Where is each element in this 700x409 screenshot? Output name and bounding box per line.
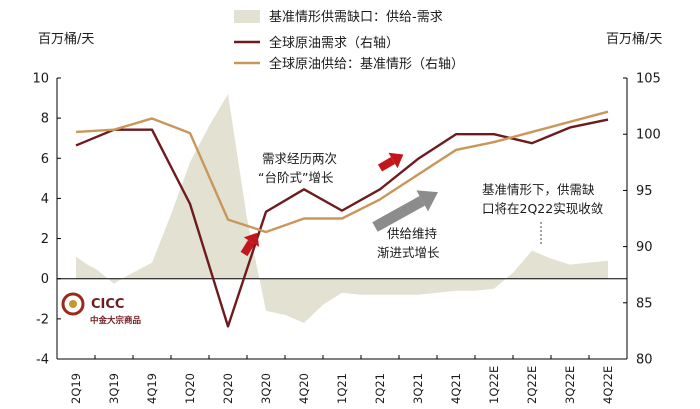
x-tick-label: 4Q22E	[601, 366, 615, 404]
x-tick-label: 2Q22E	[525, 366, 539, 404]
left-tick-label: -2	[36, 312, 49, 327]
red-arrow-icon	[378, 152, 404, 172]
right-tick-label: 95	[636, 184, 653, 199]
left-tick-label: 2	[41, 232, 49, 247]
x-tick-label: 3Q22E	[563, 366, 577, 404]
x-tick-label: 2Q20	[221, 373, 235, 404]
right-tick-label: 80	[636, 353, 653, 368]
annotation-convergence-1: 基准情形下，供需缺	[482, 182, 595, 197]
gray-arrow-icon	[372, 190, 438, 232]
red-arrow-icon	[240, 232, 260, 257]
legend-label-demand: 全球原油需求（右轴）	[269, 35, 399, 51]
left-tick-label: 6	[41, 152, 49, 167]
annotation-demand-1: 需求经历两次	[262, 151, 337, 166]
legend-swatch-gap	[234, 10, 260, 23]
left-tick-label: 0	[41, 272, 49, 287]
logo-mark-icon	[61, 292, 85, 316]
x-tick-label: 2Q21	[373, 373, 387, 404]
annotation-convergence-2: 口将在2Q22实现收敛	[482, 201, 604, 216]
left-tick-label: 10	[32, 72, 49, 87]
x-tick-label: 1Q22E	[487, 366, 501, 404]
annotation-demand-2: “台阶式”增长	[258, 170, 334, 185]
x-tick-label: 3Q21	[411, 373, 425, 404]
legend-label-supply: 全球原油供给：基准情形（右轴）	[269, 56, 464, 72]
logo-text: CICC	[91, 297, 124, 312]
demand-line	[75, 118, 609, 328]
left-tick-label: 8	[41, 112, 49, 127]
legend-label-gap: 基准情形供需缺口：供给-需求	[269, 10, 443, 25]
cicc-logo: CICC 中金大宗商品	[61, 292, 142, 326]
annotations: 需求经历两次 “台阶式”增长 供给维持 渐进式增长 基准情形下，供需缺 口将在2…	[240, 151, 604, 260]
left-tick-label: 4	[41, 192, 49, 207]
right-tick-label: 90	[636, 240, 653, 255]
right-axis-unit: 百万桶/天	[606, 32, 662, 47]
annotation-supply-2: 渐进式增长	[377, 245, 440, 260]
plot-area: 10 8 6 4 2 0 -2 -4 105 100 95 90 85 80 2Q19 3Q19 4Q19 1Q2…	[32, 72, 660, 405]
right-tick-label: 85	[636, 296, 653, 311]
x-tick-label: 4Q19	[145, 373, 159, 404]
left-tick-label: -4	[36, 353, 49, 368]
x-tick-label: 4Q20	[297, 373, 311, 404]
right-tick-label: 100	[636, 128, 661, 143]
right-tick-label: 105	[636, 72, 661, 87]
x-tick-label: 4Q21	[449, 373, 463, 404]
left-axis-unit: 百万桶/天	[38, 32, 94, 47]
annotation-supply-1: 供给维持	[387, 226, 437, 241]
legend: 基准情形供需缺口：供给-需求 全球原油需求（右轴） 全球原油供给：基准情形（右轴…	[234, 10, 464, 72]
logo-subtext: 中金大宗商品	[90, 315, 142, 326]
x-tick-label: 2Q19	[69, 373, 83, 404]
x-tick-label: 3Q20	[259, 373, 273, 404]
x-tick-label: 3Q19	[107, 373, 121, 404]
supply-line	[75, 110, 609, 234]
x-tick-label: 1Q21	[335, 373, 349, 404]
x-tick-label: 1Q20	[183, 373, 197, 404]
